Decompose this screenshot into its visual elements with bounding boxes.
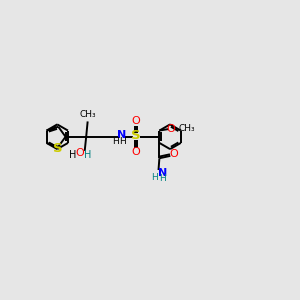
Text: S: S: [53, 142, 63, 155]
Text: H: H: [84, 150, 91, 160]
Text: O: O: [132, 116, 141, 126]
Text: H: H: [69, 150, 76, 160]
Text: O: O: [169, 149, 178, 159]
Text: H: H: [112, 137, 118, 146]
Text: O: O: [75, 148, 84, 158]
Text: CH₃: CH₃: [179, 124, 195, 133]
Text: H: H: [151, 173, 158, 182]
Text: S: S: [131, 129, 141, 142]
Text: CH₃: CH₃: [79, 110, 96, 119]
Text: H: H: [159, 174, 166, 183]
Text: O: O: [132, 147, 141, 157]
Text: N: N: [118, 130, 127, 140]
Text: H: H: [119, 137, 125, 146]
Text: N: N: [158, 168, 167, 178]
Text: O: O: [167, 124, 176, 134]
